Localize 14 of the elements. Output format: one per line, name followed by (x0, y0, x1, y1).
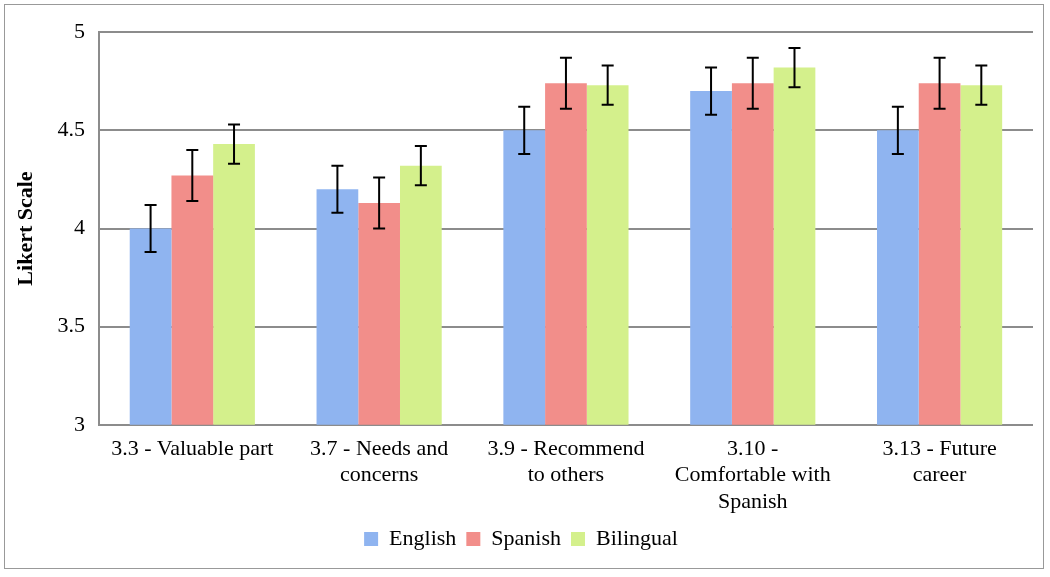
legend-label: Bilingual (596, 524, 678, 550)
y-axis-title: Likert Scale (11, 171, 37, 286)
x-tick-label: 3.7 - Needs and concerns (310, 434, 449, 487)
legend-label: English (389, 524, 457, 550)
x-tick-label: 3.13 - Future career (882, 434, 997, 487)
y-tick-label: 4.5 (57, 116, 85, 142)
legend-label: Spanish (491, 524, 562, 550)
y-tick-label: 3 (73, 410, 85, 436)
x-tick-label: 3.3 - Valuable part (111, 434, 274, 460)
x-tick-label: 3.10 - Comfortable with Spanish (674, 434, 831, 513)
x-tick-label: 3.9 - Recommend to others (487, 434, 645, 487)
y-tick-label: 4 (73, 214, 85, 240)
y-tick-label: 5 (73, 17, 85, 43)
y-tick-label: 3.5 (57, 312, 85, 338)
